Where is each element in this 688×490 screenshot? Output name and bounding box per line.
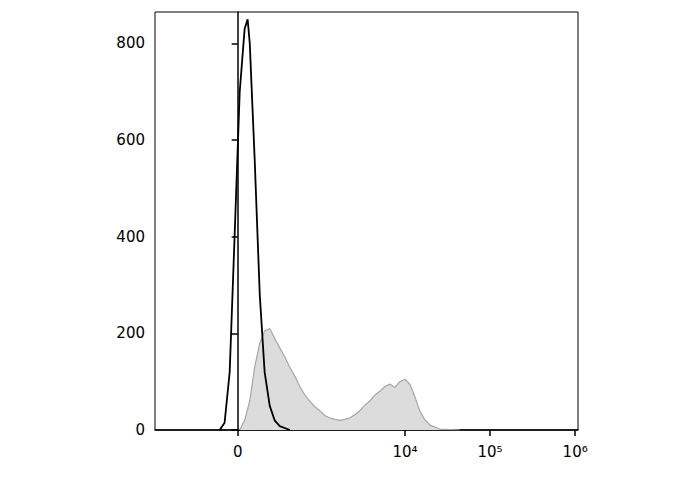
svg-text:0: 0: [135, 421, 145, 439]
svg-text:10⁶: 10⁶: [563, 443, 588, 461]
svg-text:400: 400: [116, 228, 145, 246]
svg-text:0: 0: [233, 443, 243, 461]
svg-text:10⁵: 10⁵: [478, 443, 503, 461]
svg-text:800: 800: [116, 34, 145, 52]
svg-text:10⁴: 10⁴: [392, 443, 417, 461]
svg-text:200: 200: [116, 324, 145, 342]
svg-text:600: 600: [116, 131, 145, 149]
